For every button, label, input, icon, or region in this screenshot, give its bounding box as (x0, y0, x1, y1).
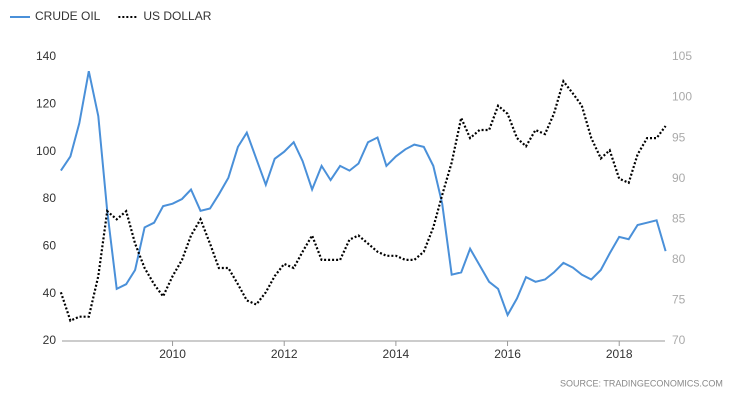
y-tick-label: 40 (43, 286, 57, 300)
x-tick-label: 2010 (159, 347, 186, 361)
y2-tick-label: 70 (672, 333, 686, 347)
y-tick-label: 120 (36, 97, 56, 111)
y2-tick-label: 85 (672, 211, 686, 225)
x-tick-label: 2012 (271, 347, 298, 361)
series-line (59, 78, 667, 323)
y-tick-label: 140 (36, 49, 56, 63)
y2-tick-label: 75 (672, 293, 686, 307)
y2-tick-label: 105 (672, 49, 692, 63)
y-tick-label: 60 (43, 239, 57, 253)
legend-label: US DOLLAR (143, 9, 211, 23)
x-tick-label: 2014 (383, 347, 410, 361)
y2-tick-label: 80 (672, 252, 686, 266)
y-tick-label: 20 (43, 333, 57, 347)
x-tick-label: 2018 (606, 347, 633, 361)
y-tick-label: 80 (43, 191, 57, 205)
source: SOURCE: TRADINGECONOMICS.COM (560, 378, 723, 388)
y2-tick-label: 95 (672, 130, 686, 144)
x-tick-label: 2016 (494, 347, 521, 361)
y2-tick-label: 90 (672, 171, 686, 185)
y2-tick-label: 100 (672, 90, 692, 104)
legend-label: CRUDE OIL (35, 9, 101, 23)
series-line (60, 70, 667, 318)
y-tick-label: 100 (36, 144, 56, 158)
